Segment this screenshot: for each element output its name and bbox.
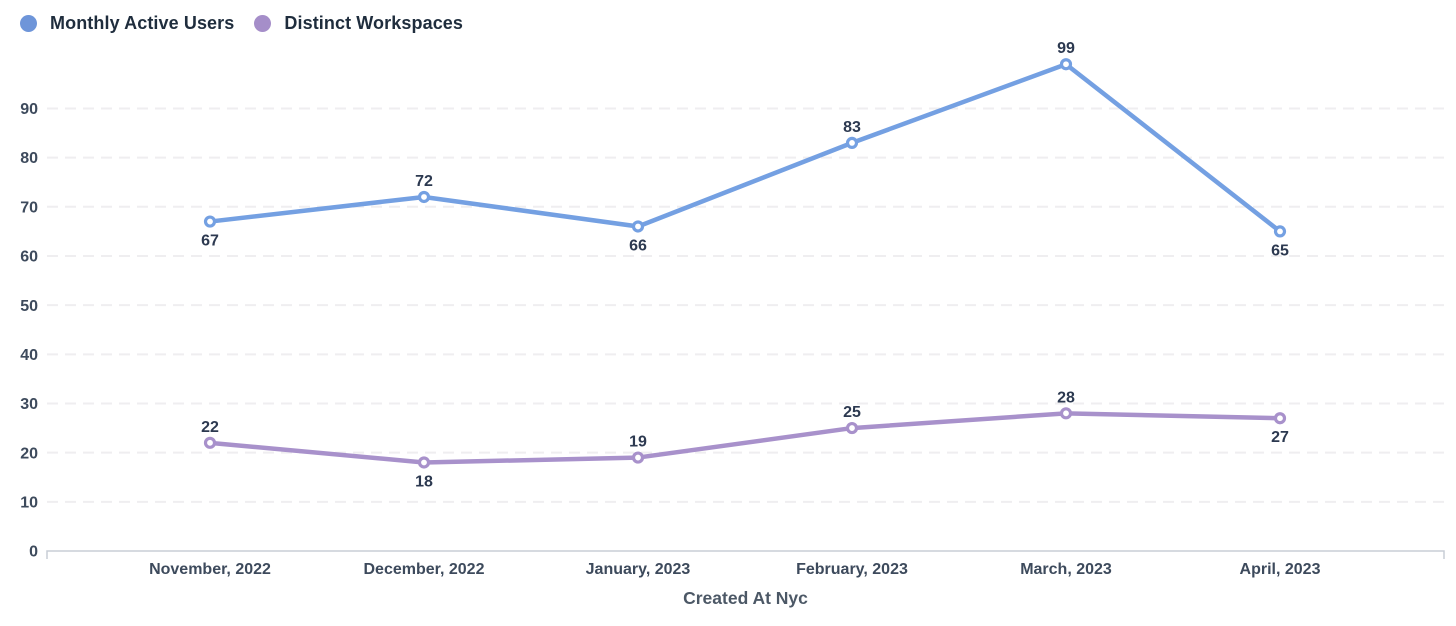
data-point-monthly-active-users[interactable] (631, 220, 645, 233)
x-tick-label: December, 2022 (364, 561, 485, 578)
legend-dot-distinct-workspaces (254, 15, 272, 32)
x-tick-label: February, 2023 (796, 561, 908, 578)
data-point-distinct-workspaces[interactable] (203, 436, 217, 449)
data-point-distinct-workspaces[interactable] (1273, 412, 1287, 425)
chart-legend: Monthly Active Users Distinct Workspaces (20, 13, 463, 34)
data-point-monthly-active-users[interactable] (1273, 225, 1287, 238)
data-point-label-distinct-workspaces: 27 (1271, 429, 1289, 446)
data-point-label-monthly-active-users: 66 (629, 237, 647, 254)
data-point-distinct-workspaces[interactable] (631, 451, 645, 464)
y-tick-label: 10 (20, 494, 38, 511)
data-point-monthly-active-users[interactable] (417, 190, 431, 204)
x-axis-line (46, 550, 1445, 559)
data-point-distinct-workspaces[interactable] (417, 456, 431, 469)
y-tick-label: 0 (29, 544, 38, 561)
y-tick-label: 50 (20, 298, 38, 315)
y-tick-label: 30 (20, 396, 38, 413)
data-point-distinct-workspaces[interactable] (1059, 407, 1073, 420)
legend-dot-monthly-active-users (20, 15, 37, 32)
data-point-distinct-workspaces[interactable] (845, 421, 859, 435)
data-point-label-monthly-active-users: 99 (1057, 40, 1075, 57)
data-point-label-distinct-workspaces: 22 (201, 419, 219, 436)
legend-label-monthly-active-users: Monthly Active Users (50, 13, 235, 33)
data-point-monthly-active-users[interactable] (845, 136, 859, 149)
data-point-monthly-active-users[interactable] (203, 215, 217, 228)
legend-label-distinct-workspaces: Distinct Workspaces (284, 13, 464, 33)
x-tick-label: March, 2023 (1020, 561, 1112, 578)
legend-item-distinct-workspaces[interactable]: Distinct Workspaces (254, 13, 463, 34)
series-line-distinct-workspaces (207, 411, 1283, 465)
data-point-label-distinct-workspaces: 18 (415, 473, 433, 490)
y-tick-label: 80 (20, 150, 38, 167)
y-tick-label: 70 (20, 199, 38, 216)
x-axis-title: Created At Nyc (683, 588, 808, 608)
y-tick-label: 40 (20, 347, 38, 364)
data-point-label-distinct-workspaces: 25 (843, 404, 861, 421)
legend-item-monthly-active-users[interactable]: Monthly Active Users (20, 13, 234, 34)
x-tick-label: January, 2023 (586, 561, 691, 578)
series-line-monthly-active-users (207, 61, 1283, 234)
data-point-label-monthly-active-users: 65 (1271, 242, 1289, 259)
data-point-label-monthly-active-users: 83 (843, 119, 861, 136)
x-tick-label: April, 2023 (1240, 561, 1321, 578)
data-point-monthly-active-users[interactable] (1059, 58, 1073, 71)
data-point-label-monthly-active-users: 67 (201, 233, 219, 250)
y-tick-label: 20 (20, 445, 38, 462)
data-point-label-distinct-workspaces: 19 (629, 434, 647, 451)
y-tick-label: 60 (20, 249, 38, 266)
y-tick-label: 90 (20, 101, 38, 118)
x-tick-label: November, 2022 (149, 561, 271, 578)
data-point-label-monthly-active-users: 72 (415, 173, 433, 190)
data-point-label-distinct-workspaces: 28 (1057, 389, 1075, 406)
